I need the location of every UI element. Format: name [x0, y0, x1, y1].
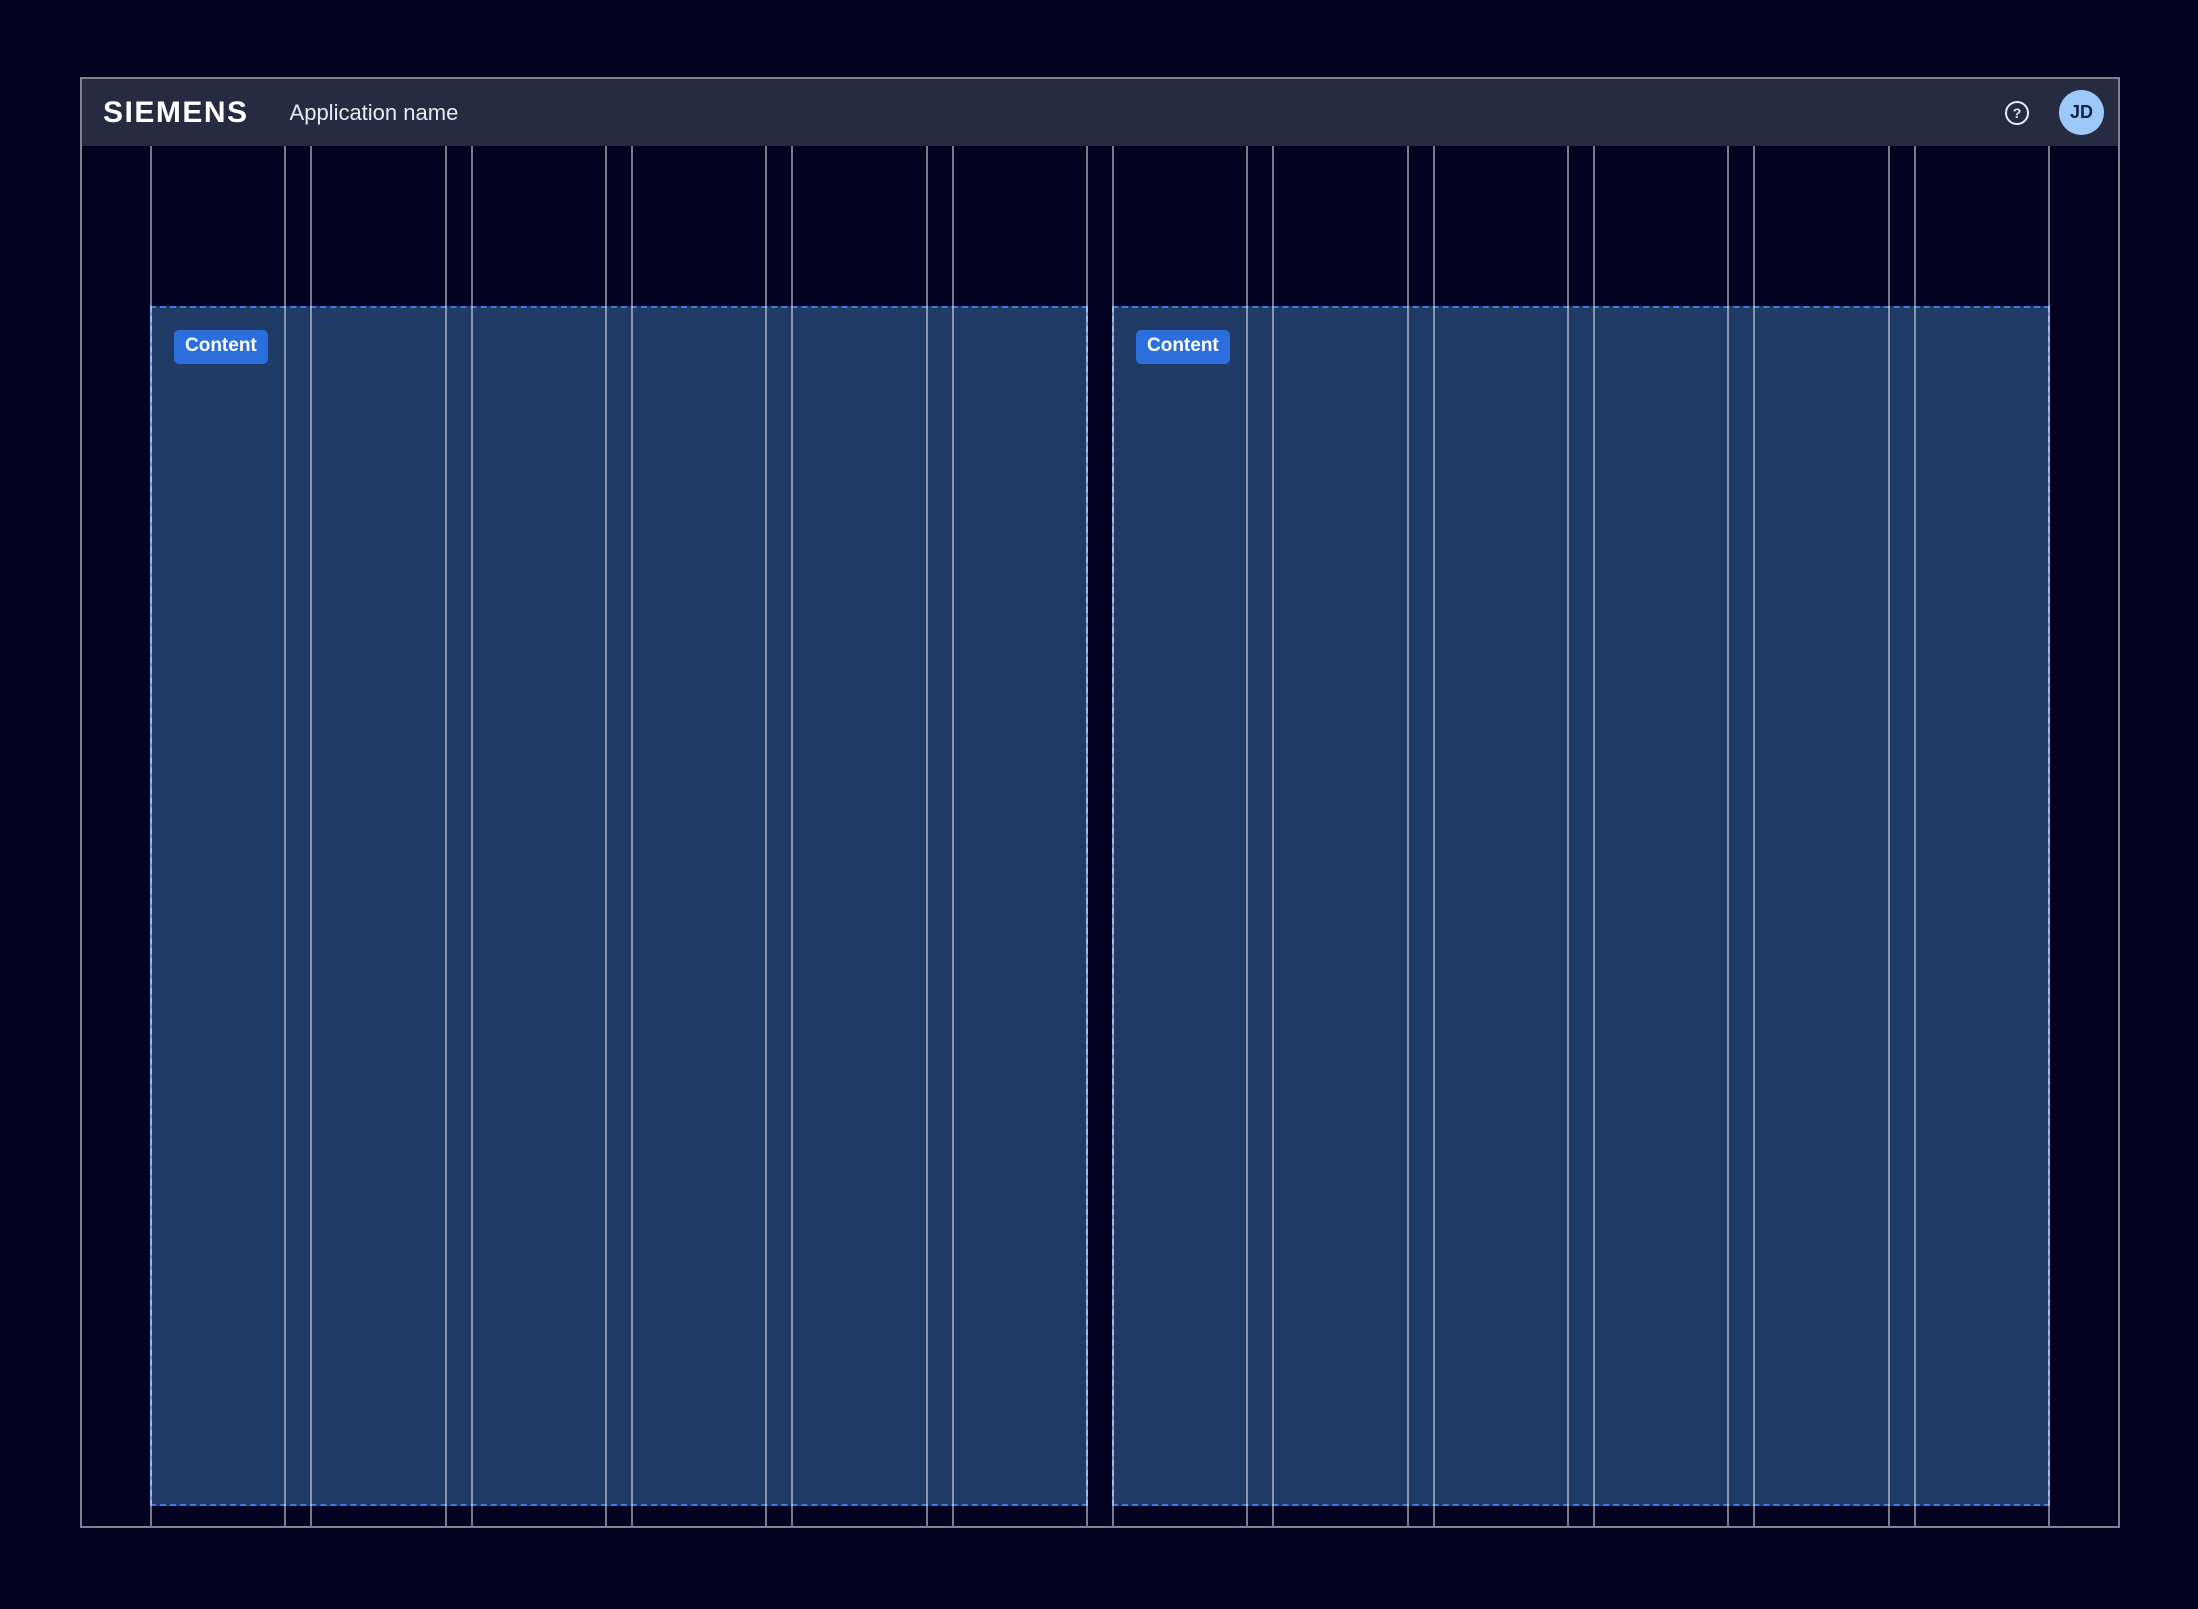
avatar-initials: JD: [2069, 102, 2093, 122]
app-window: SIEMENS Application name ? JD Content Co…: [80, 77, 2120, 1528]
grid-column: [1592, 146, 1730, 1526]
help-button[interactable]: ?: [2005, 100, 2029, 125]
grid-column: [310, 146, 447, 1526]
grid-column: [1111, 146, 1249, 1526]
layout-grid-region: Content Content: [82, 146, 2118, 1526]
grid-column: [791, 146, 928, 1526]
grid-column: [630, 146, 768, 1526]
question-mark-icon: ?: [2012, 104, 2022, 121]
grid-column: [1272, 146, 1409, 1526]
content-placeholder-right: Content: [1112, 306, 2050, 1506]
app-name: Application name: [289, 99, 459, 125]
app-header: SIEMENS Application name ? JD: [82, 79, 2118, 146]
user-avatar[interactable]: JD: [2059, 90, 2104, 135]
grid-column: [1432, 146, 1569, 1526]
grid-columns: [150, 146, 2050, 1526]
content-chip: Content: [1136, 330, 1230, 364]
grid-column: [470, 146, 607, 1526]
grid-column: [150, 146, 287, 1526]
content-placeholder-left: Content: [150, 306, 1088, 1506]
siemens-logo: SIEMENS: [103, 95, 249, 129]
content-chip: Content: [174, 330, 268, 364]
grid-column: [1753, 146, 1890, 1526]
grid-column: [1913, 146, 2050, 1526]
grid-column: [951, 146, 1088, 1526]
content-layer: Content Content: [150, 306, 2050, 1506]
